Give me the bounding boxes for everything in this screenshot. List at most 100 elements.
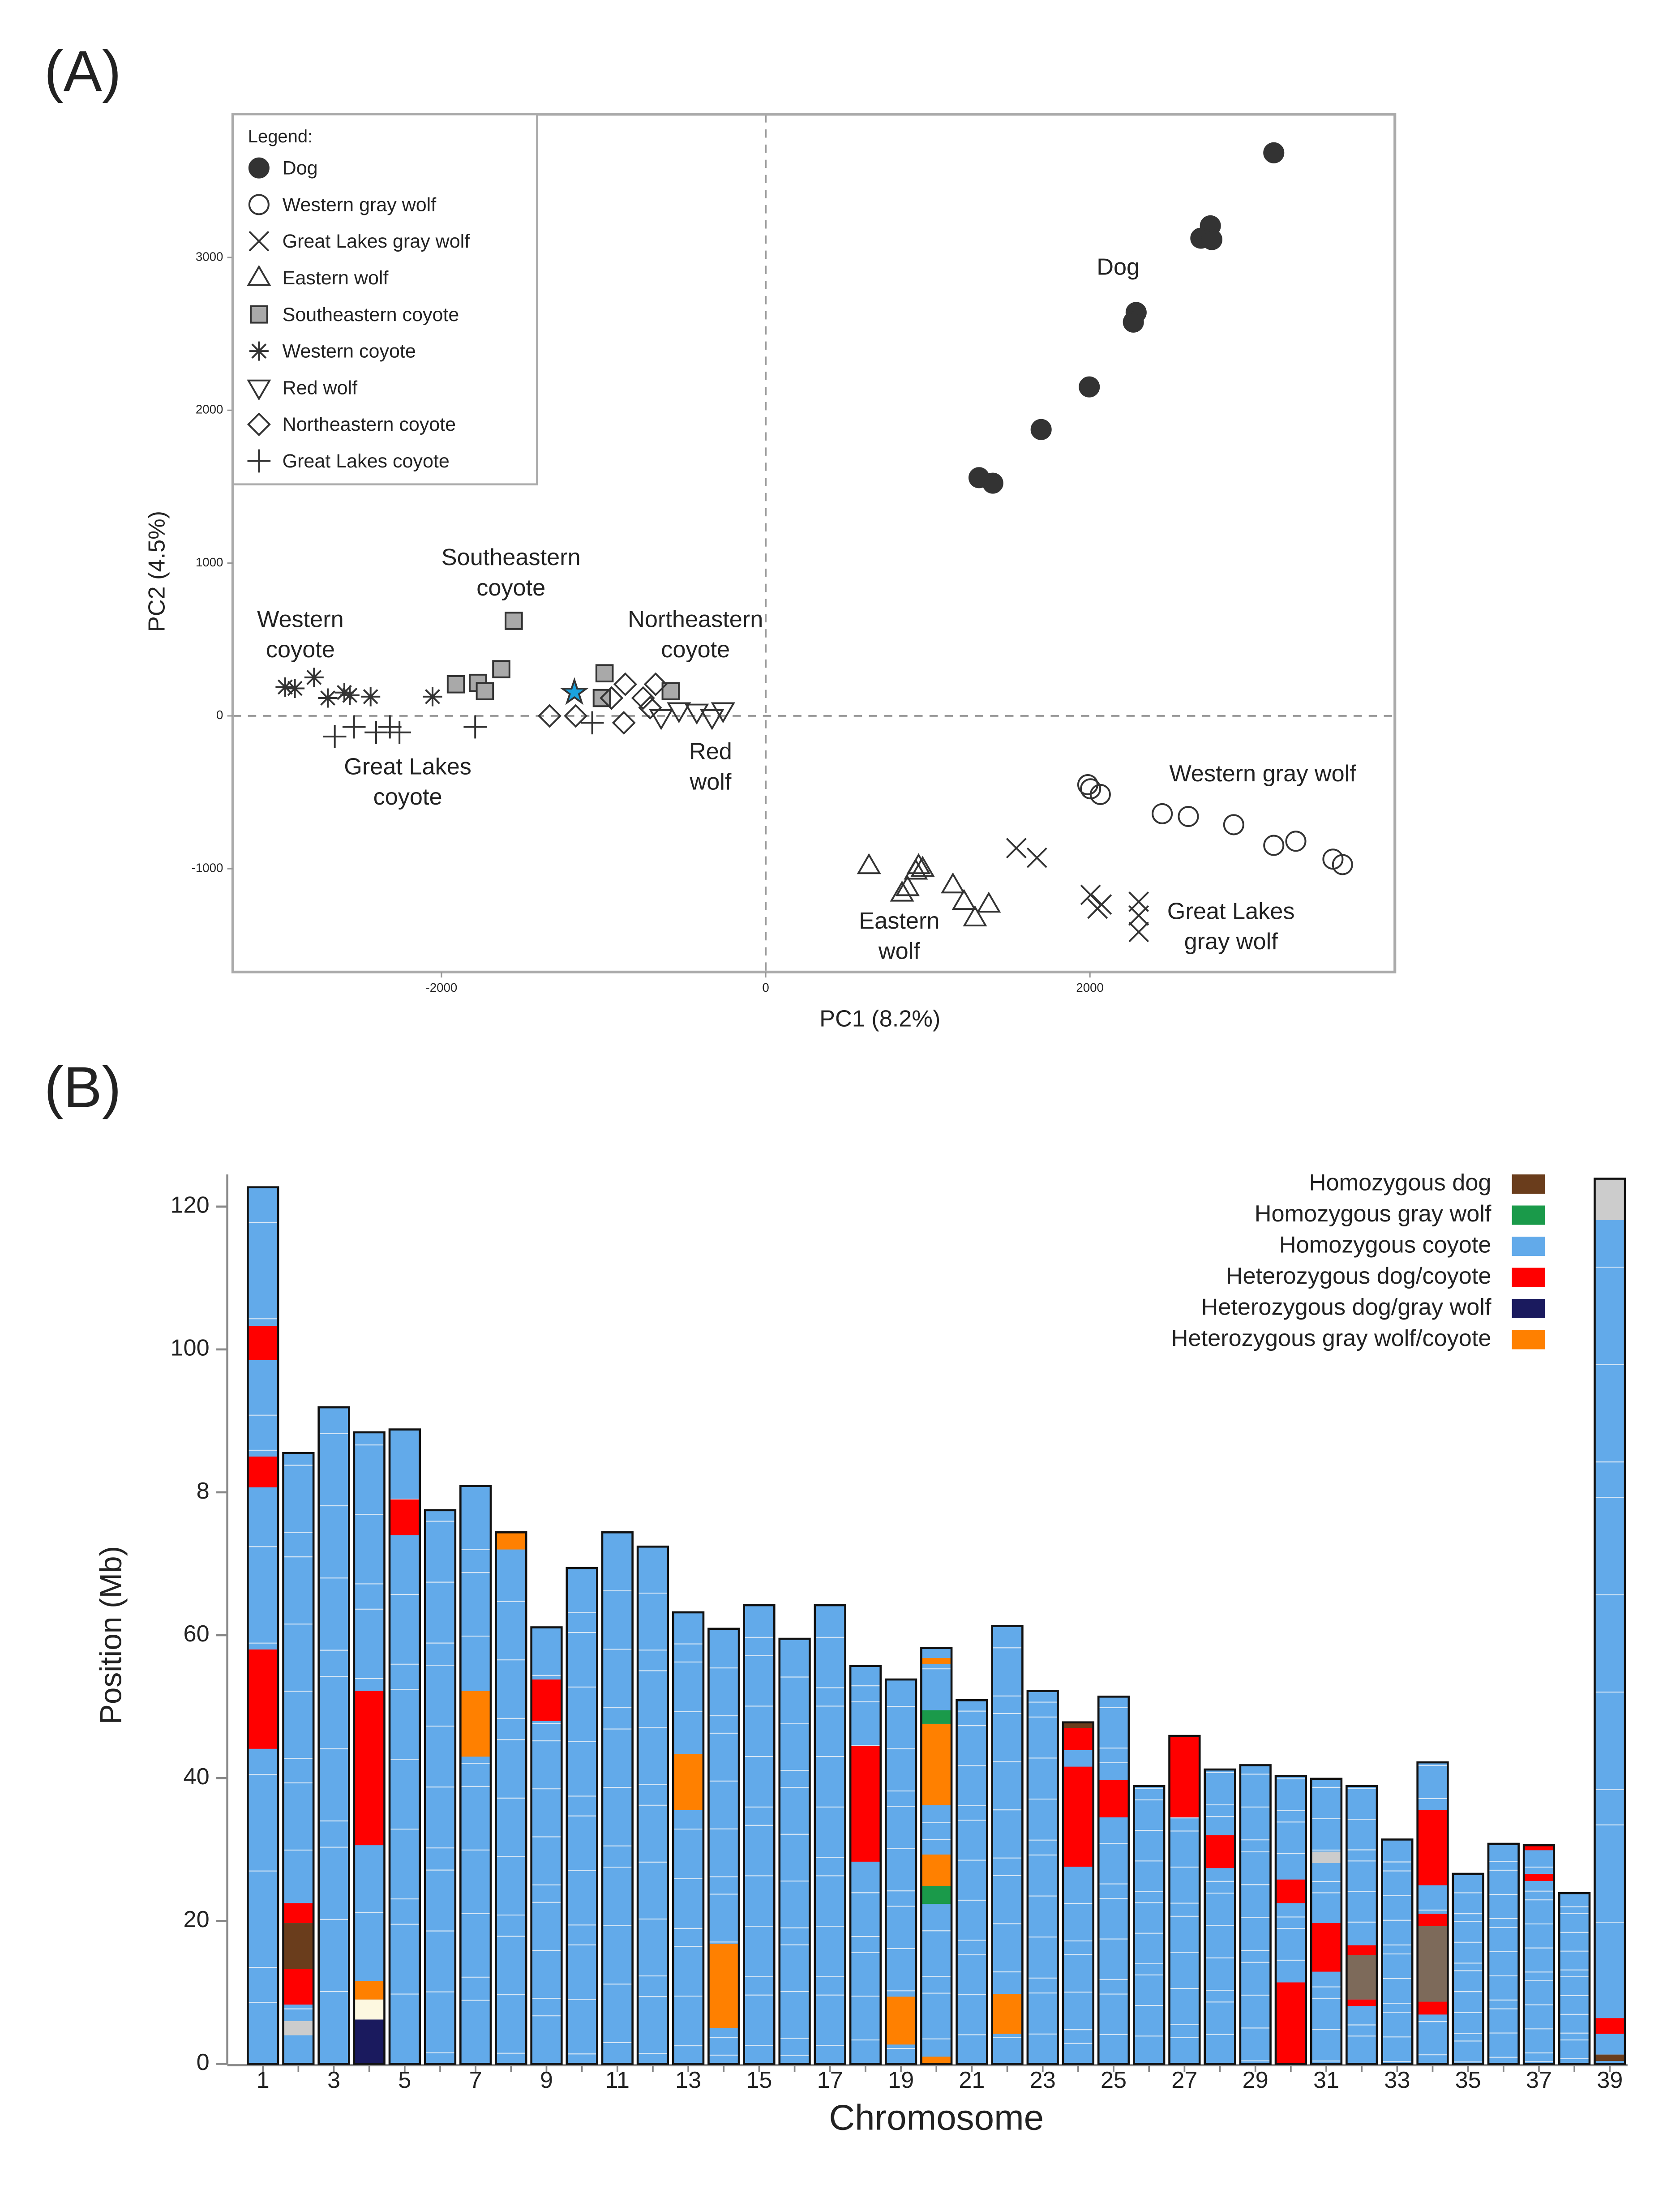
y-tick-label: 60 [184, 1621, 210, 1647]
x-tick-label: 31 [1313, 2067, 1339, 2093]
x-tick-label: 13 [675, 2067, 701, 2093]
legend-label: Heterozygous gray wolf/coyote [1171, 1325, 1491, 1351]
data-point [1332, 854, 1353, 875]
legend-marker [247, 265, 271, 286]
data-point [600, 686, 624, 710]
x-tick-label: 35 [1455, 2067, 1481, 2093]
chromosome-bar [1204, 1769, 1235, 2064]
data-point [463, 715, 487, 739]
bar-outline [814, 1604, 846, 2065]
data-point [423, 687, 442, 707]
data-point [323, 725, 347, 748]
ancestry-segment [1063, 1728, 1093, 1750]
legend-label: Dog [283, 158, 318, 179]
chromosome-bar [850, 1666, 881, 2064]
annotation: coyote [373, 784, 442, 810]
data-point [595, 664, 614, 682]
data-point [1030, 419, 1052, 440]
y-tick-label: -1000 [192, 861, 223, 875]
bar-outline [1416, 1761, 1449, 2065]
data-point [580, 711, 604, 735]
data-point [1128, 905, 1149, 926]
chromosome-bar [1559, 1893, 1590, 2064]
x-tick-label: 23 [1030, 2067, 1056, 2093]
y-tick-label: 8 [197, 1478, 210, 1504]
legend-label: Homozygous dog [1309, 1170, 1491, 1195]
data-point [361, 687, 381, 707]
y-tick-label: 0 [197, 2049, 210, 2075]
y-axis-label: Position (Mb) [94, 1546, 128, 1724]
legend-title: Legend: [248, 127, 313, 146]
bar-outline [743, 1604, 776, 2065]
x-tick-label: 0 [762, 981, 769, 994]
ancestry-segment [1311, 1923, 1341, 1972]
chromosome-bar [1453, 1873, 1483, 2064]
ancestry-segment [1417, 1914, 1448, 1926]
annotation: wolf [878, 938, 920, 964]
ancestry-segment [496, 1532, 527, 1550]
bar-outline [1026, 1690, 1059, 2065]
data-point [304, 668, 324, 687]
data-point [941, 872, 965, 894]
chromosome-bar [1417, 1762, 1448, 2064]
annotation: Great Lakes [344, 754, 471, 780]
data-point [977, 891, 1001, 913]
ancestry-segment [1098, 1780, 1129, 1817]
data-point [910, 856, 935, 877]
ancestry-segment [921, 1658, 952, 1664]
x-tick-label: 21 [959, 2067, 985, 2093]
ancestry-segment [708, 1944, 739, 2028]
legend-marker [247, 412, 271, 437]
y-tick-label: 0 [216, 708, 223, 722]
plot-frame [231, 113, 1397, 974]
chromosome-bar [1027, 1691, 1058, 2064]
bar-outline [849, 1665, 882, 2065]
chromosome-bar [1311, 1778, 1341, 2064]
bar-outline [247, 1186, 279, 2065]
annotation: coyote [476, 575, 545, 601]
annotation: coyote [266, 637, 335, 663]
legend-label: Southeastern coyote [283, 304, 459, 326]
annotation: Dog [1097, 254, 1140, 280]
ancestry-segment [1417, 2001, 1448, 2015]
legend-label: Great Lakes coyote [283, 450, 450, 472]
data-point [857, 853, 881, 874]
y-tick-label: 100 [170, 1335, 209, 1361]
bar-outline [388, 1428, 421, 2065]
chromosome-bar [1594, 1178, 1625, 2064]
x-tick-label: 19 [888, 2067, 914, 2093]
bar-outline [459, 1485, 492, 2065]
ancestry-segment [921, 1854, 952, 1886]
y-tick-label: 2000 [196, 403, 223, 416]
bar-outline [920, 1647, 953, 2065]
data-point [1026, 847, 1047, 868]
annotation: Great Lakes [1167, 898, 1295, 924]
ancestry-segment [1276, 1982, 1306, 2064]
x-tick-label: -2000 [426, 981, 458, 994]
data-point [1285, 831, 1307, 852]
bar-outline [672, 1611, 705, 2065]
ancestry-segment [1524, 1873, 1554, 1881]
ancestry-segment [354, 1999, 385, 2020]
data-point [1201, 229, 1222, 250]
legend-marker [248, 194, 270, 215]
x-tick-label: 25 [1101, 2067, 1127, 2093]
data-point [638, 695, 662, 720]
annotation: Northeastern [628, 606, 763, 632]
ancestry-segment [992, 1994, 1023, 2034]
data-point [1152, 803, 1173, 824]
data-point [963, 905, 987, 926]
data-point [1178, 805, 1199, 827]
chromosome-bar [602, 1532, 633, 2064]
y-tick-label: 1000 [196, 555, 223, 569]
chromosome-bar [1240, 1765, 1271, 2064]
ancestry-segment [283, 1923, 314, 1969]
legend-label: Western gray wolf [283, 194, 437, 215]
x-tick-label: 9 [540, 2067, 553, 2093]
data-point [890, 880, 914, 902]
legend-swatch [1512, 1236, 1545, 1256]
legend-label: Eastern wolf [283, 267, 389, 289]
data-point [643, 672, 668, 696]
data-point [661, 682, 680, 700]
